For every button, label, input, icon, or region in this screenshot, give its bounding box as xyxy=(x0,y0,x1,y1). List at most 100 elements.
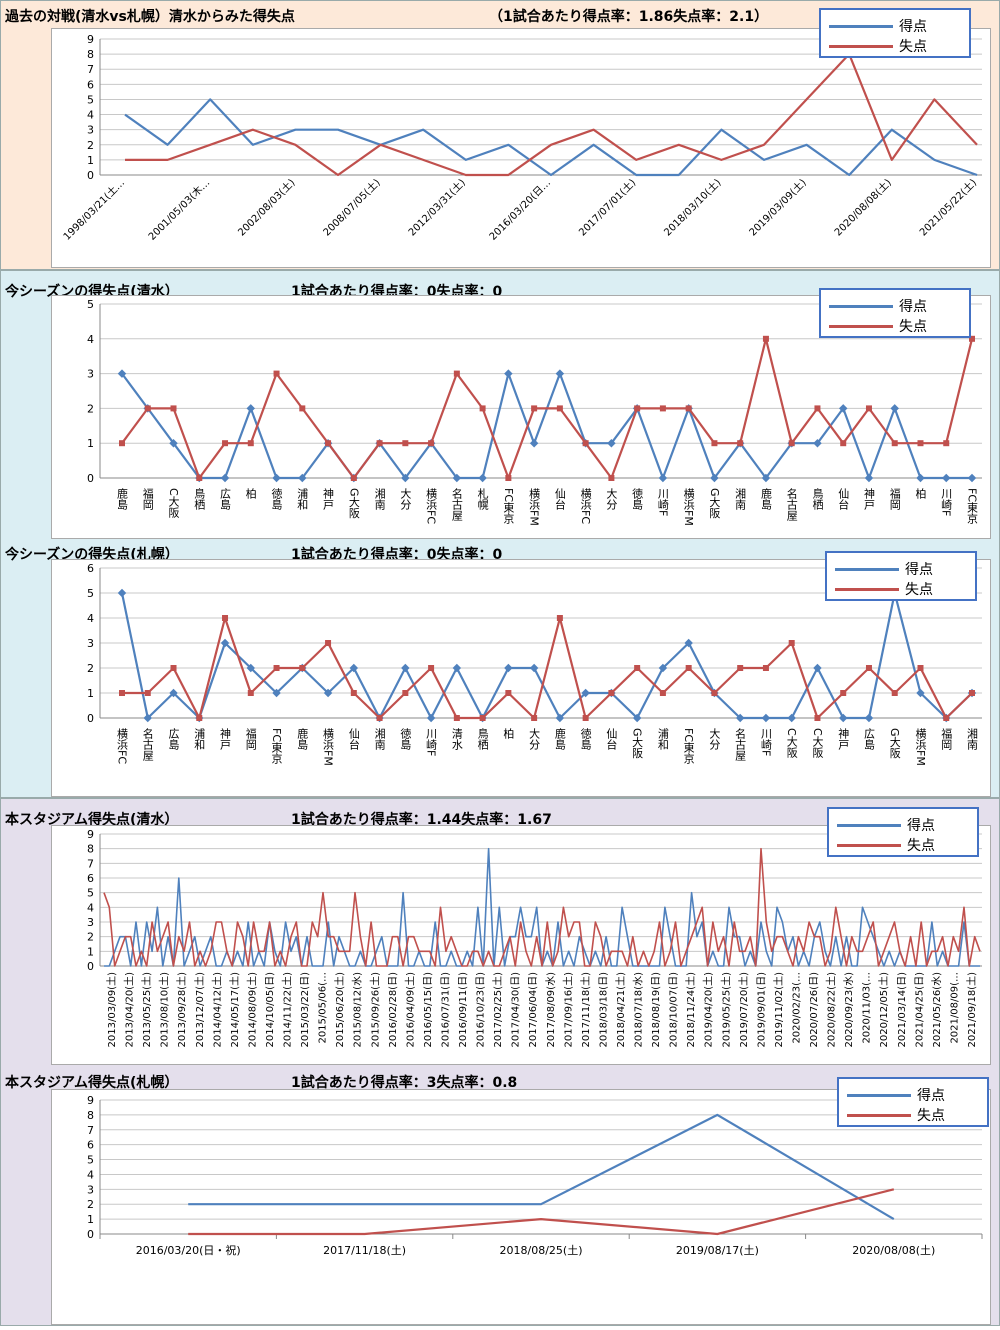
y-tick-label: 6 xyxy=(87,562,94,575)
data-point-conceded xyxy=(479,715,486,721)
data-point-conceded xyxy=(737,440,744,447)
data-point-goals xyxy=(452,663,462,673)
x-tick-label: 横浜FC xyxy=(425,487,438,525)
data-point-conceded xyxy=(428,440,435,447)
data-point-conceded xyxy=(222,440,229,447)
x-tick-label: C大阪 xyxy=(811,728,824,758)
data-point-conceded xyxy=(917,665,924,671)
x-tick-label: 2016/04/09(土) xyxy=(403,972,416,1048)
x-tick-label: 2021/05/26(水) xyxy=(931,972,943,1048)
x-tick-label: 2020/11/03(… xyxy=(862,972,873,1044)
x-tick-label: 柏 xyxy=(914,487,927,499)
x-tick-label: 名古屋 xyxy=(450,487,463,522)
y-tick-label: 5 xyxy=(87,887,94,900)
y-tick-label: 6 xyxy=(87,78,94,91)
y-tick-label: 7 xyxy=(87,1124,94,1137)
data-point-conceded xyxy=(556,615,563,621)
x-tick-label: 神戸 xyxy=(322,487,335,511)
y-tick-label: 4 xyxy=(87,1168,94,1181)
data-point-goals xyxy=(761,473,771,483)
plot-area: 0 1 2 3 4 5 6 7 8 9 1998/03/21(土… 2001/05/03(木… 2002… xyxy=(51,28,991,268)
data-point-goals xyxy=(298,473,307,483)
data-point-goals xyxy=(787,713,796,723)
x-tick-label: 広島 xyxy=(219,488,232,511)
x-tick-label: 2017/07/01(土) xyxy=(576,176,639,239)
x-tick-label: 鳥栖 xyxy=(811,487,824,511)
x-tick-label: 2016/07/31(日) xyxy=(440,972,451,1048)
x-tick-label: 2017/02/25(土) xyxy=(491,972,504,1048)
x-tick-label: 2021/03/14(日) xyxy=(897,972,908,1048)
x-tick-label: 川崎F xyxy=(940,488,953,516)
x-tick-label: 2016/09/11(日) xyxy=(458,972,469,1048)
y-tick-label: 9 xyxy=(87,33,94,46)
x-tick-label: 2013/12/07(土) xyxy=(193,972,206,1048)
data-point-conceded xyxy=(943,440,950,447)
x-tick-label: 2013/04/20(土) xyxy=(123,972,136,1048)
x-tick-label: 仙台 xyxy=(837,488,850,510)
x-tick-label: 湘南 xyxy=(966,727,979,750)
data-point-conceded xyxy=(608,690,615,696)
x-tick-label: 仙台 xyxy=(553,488,566,510)
y-tick-label: 5 xyxy=(87,1154,94,1167)
x-tick-label: 福岡 xyxy=(888,487,901,511)
data-point-conceded xyxy=(840,440,847,447)
data-point-conceded xyxy=(247,440,254,447)
data-point-conceded xyxy=(299,405,306,412)
x-tick-label: 鳥栖 xyxy=(193,487,206,511)
data-point-conceded xyxy=(196,715,203,721)
x-tick-label: FC東京 xyxy=(270,728,283,765)
data-point-conceded xyxy=(788,640,795,646)
y-tick-label: 2 xyxy=(87,931,94,944)
x-tick-label: G大阪 xyxy=(888,728,901,759)
data-point-conceded xyxy=(247,690,254,696)
data-point-conceded xyxy=(814,715,821,721)
data-point-conceded xyxy=(273,665,280,671)
data-point-conceded xyxy=(144,405,151,412)
x-tick-label: 横浜FM xyxy=(682,487,695,526)
y-tick-label: 8 xyxy=(87,843,94,856)
x-tick-label: 湘南 xyxy=(373,487,386,510)
y-tick-label: 0 xyxy=(87,472,94,485)
x-tick-label: 名古屋 xyxy=(785,487,798,522)
data-point-conceded xyxy=(119,440,125,447)
x-tick-label: FC東京 xyxy=(682,728,695,765)
y-tick-label: 1 xyxy=(87,437,94,450)
y-tick-label: 2 xyxy=(87,402,94,415)
x-tick-label: 2015/08/12(水) xyxy=(352,972,364,1048)
x-tick-label: 2014/10/05(日) xyxy=(265,972,276,1048)
y-tick-label: 5 xyxy=(87,587,94,600)
chart-title: 本スタジアム得失点(清水） xyxy=(5,812,179,828)
chart-svg: 0 1 2 3 4 5 6 7 8 9 1998/03/21(土… 2001/05/03(木… 2002… xyxy=(60,33,982,243)
y-tick-label: 4 xyxy=(87,612,94,625)
x-tick-label: 2013/05/25(土) xyxy=(140,972,153,1048)
y-tick-label: 4 xyxy=(87,333,94,346)
data-point-conceded xyxy=(531,405,538,412)
data-point-conceded xyxy=(376,440,383,447)
y-tick-label: 3 xyxy=(87,1183,94,1196)
x-tick-label: 徳島 xyxy=(270,488,283,511)
y-tick-label: 3 xyxy=(87,637,94,650)
data-point-conceded xyxy=(865,405,872,412)
data-point-conceded xyxy=(299,665,306,671)
x-tick-label: 神戸 xyxy=(837,727,850,751)
data-point-conceded xyxy=(608,475,615,481)
x-tick-label: 札幌 xyxy=(476,488,489,511)
x-tick-label: 2020/12/05(土) xyxy=(877,972,890,1048)
y-tick-label: 3 xyxy=(87,368,94,381)
data-point-goals xyxy=(890,404,899,413)
x-tick-label: 2018/08/25(土) xyxy=(500,1244,583,1257)
data-point-conceded xyxy=(196,475,203,481)
y-tick-label: 1 xyxy=(87,945,94,958)
x-tick-label: 2021/04/25(日) xyxy=(914,972,925,1048)
data-point-goals xyxy=(401,473,410,483)
x-tick-label: 2021/08/09(… xyxy=(949,972,960,1044)
x-tick-label: 2018/08/19(日) xyxy=(651,972,662,1048)
x-tick-label: 浦和 xyxy=(193,728,206,751)
x-tick-label: 鹿島 xyxy=(116,487,129,511)
series-line-conceded xyxy=(103,847,981,967)
x-tick-label: 鹿島 xyxy=(553,727,566,751)
x-tick-label: 大分 xyxy=(399,487,412,510)
x-tick-label: 2012/03/31(土) xyxy=(405,176,468,239)
data-point-goals xyxy=(452,473,462,483)
y-tick-label: 9 xyxy=(87,1094,94,1107)
